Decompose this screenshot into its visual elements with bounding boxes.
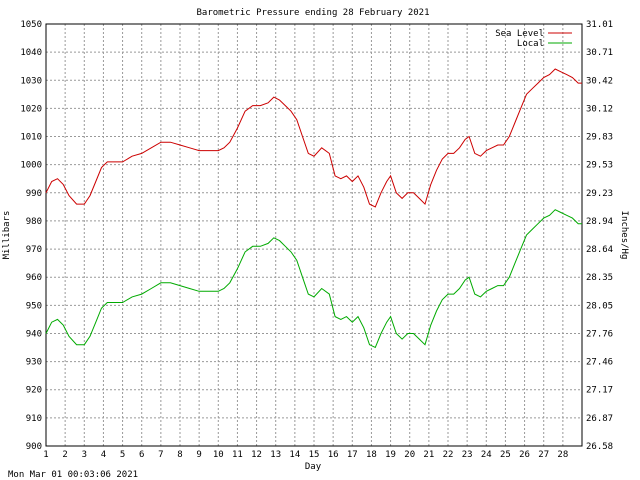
x-tick-label: 18	[366, 450, 377, 460]
x-tick-label: 17	[347, 450, 358, 460]
y2-tick-label: 30.71	[586, 48, 613, 58]
y-tick-label: 1020	[20, 104, 42, 114]
x-tick-label: 11	[232, 450, 243, 460]
x-tick-label: 7	[158, 450, 163, 460]
x-tick-label: 14	[289, 450, 300, 460]
y-tick-label: 910	[26, 414, 42, 424]
y-tick-label: 1010	[20, 133, 42, 143]
y-axis-right: 26.58 26.87 27.17 27.46 27.76 28.05 28.35 28.64…	[586, 20, 613, 452]
x-tick-label: 6	[139, 450, 144, 460]
y2-tick-label: 29.83	[586, 133, 613, 143]
x-tick-label: 21	[423, 450, 434, 460]
timestamp: Mon Mar 01 00:03:06 2021	[8, 470, 138, 480]
x-tick-label: 10	[213, 450, 224, 460]
x-axis: 1 2 3 4 5 6 7 8 9 10 11 12 13 14 15 16 17 18 19 20 21 22 23 24 2…	[43, 450, 568, 460]
x-tick-label: 15	[309, 450, 320, 460]
y-tick-label: 1050	[20, 20, 42, 30]
y2-tick-label: 27.76	[586, 329, 613, 339]
x-tick-label: 1	[43, 450, 48, 460]
chart-title: Barometric Pressure ending 28 February 2…	[197, 8, 430, 18]
y-tick-label: 970	[26, 245, 42, 255]
legend-label-local: Local	[517, 39, 544, 49]
y-tick-label: 960	[26, 273, 42, 283]
x-tick-label: 16	[328, 450, 339, 460]
y2-tick-label: 30.42	[586, 76, 613, 86]
y-axis-label-left: Millibars	[2, 211, 12, 260]
y-tick-label: 950	[26, 301, 42, 311]
series-line-sea-level	[45, 68, 582, 208]
y2-tick-label: 27.17	[586, 386, 613, 396]
x-tick-label: 27	[538, 450, 549, 460]
x-tick-label: 23	[462, 450, 473, 460]
y2-tick-label: 31.01	[586, 20, 613, 30]
x-tick-label: 13	[270, 450, 281, 460]
y-tick-label: 920	[26, 386, 42, 396]
y-tick-label: 980	[26, 217, 42, 227]
y2-tick-label: 28.64	[586, 245, 613, 255]
y2-tick-label: 28.35	[586, 273, 613, 283]
x-tick-label: 2	[62, 450, 67, 460]
y2-tick-label: 26.58	[586, 442, 613, 452]
y2-tick-label: 29.23	[586, 189, 613, 199]
x-tick-label: 19	[385, 450, 396, 460]
plot-frame	[45, 23, 583, 447]
y2-tick-label: 27.46	[586, 358, 613, 368]
y2-tick-label: 26.87	[586, 414, 613, 424]
x-tick-label: 25	[500, 450, 511, 460]
x-tick-label: 8	[177, 450, 182, 460]
x-tick-label: 9	[196, 450, 201, 460]
y-tick-label: 1030	[20, 76, 42, 86]
y-tick-label: 1040	[20, 48, 42, 58]
x-tick-label: 3	[82, 450, 87, 460]
y2-tick-label: 29.53	[586, 161, 613, 171]
y-axis-label-right: Inches/Hg	[619, 211, 629, 260]
x-tick-label: 28	[557, 450, 568, 460]
x-tick-label: 20	[404, 450, 415, 460]
series-line-local	[45, 209, 582, 349]
x-axis-label: Day	[305, 462, 322, 472]
legend: Sea Level Local	[495, 29, 572, 49]
y2-tick-label: 28.94	[586, 217, 613, 227]
y2-tick-label: 30.12	[586, 104, 613, 114]
x-tick-label: 22	[443, 450, 454, 460]
y-tick-label: 1000	[20, 161, 42, 171]
y-tick-label: 930	[26, 358, 42, 368]
x-tick-label: 12	[251, 450, 262, 460]
x-tick-label: 4	[101, 450, 106, 460]
x-tick-label: 24	[481, 450, 492, 460]
x-tick-label: 5	[120, 450, 125, 460]
grid	[46, 24, 582, 446]
x-tick-label: 26	[519, 450, 530, 460]
series-lines	[45, 68, 582, 349]
y2-tick-label: 28.05	[586, 301, 613, 311]
y-tick-label: 940	[26, 329, 42, 339]
y-tick-label: 900	[26, 442, 42, 452]
legend-label-sea-level: Sea Level	[495, 29, 544, 39]
y-tick-label: 990	[26, 189, 42, 199]
y-axis-left: 900 910 920 930 940 950 960 970 980 990 1000 1010 10…	[20, 20, 42, 452]
